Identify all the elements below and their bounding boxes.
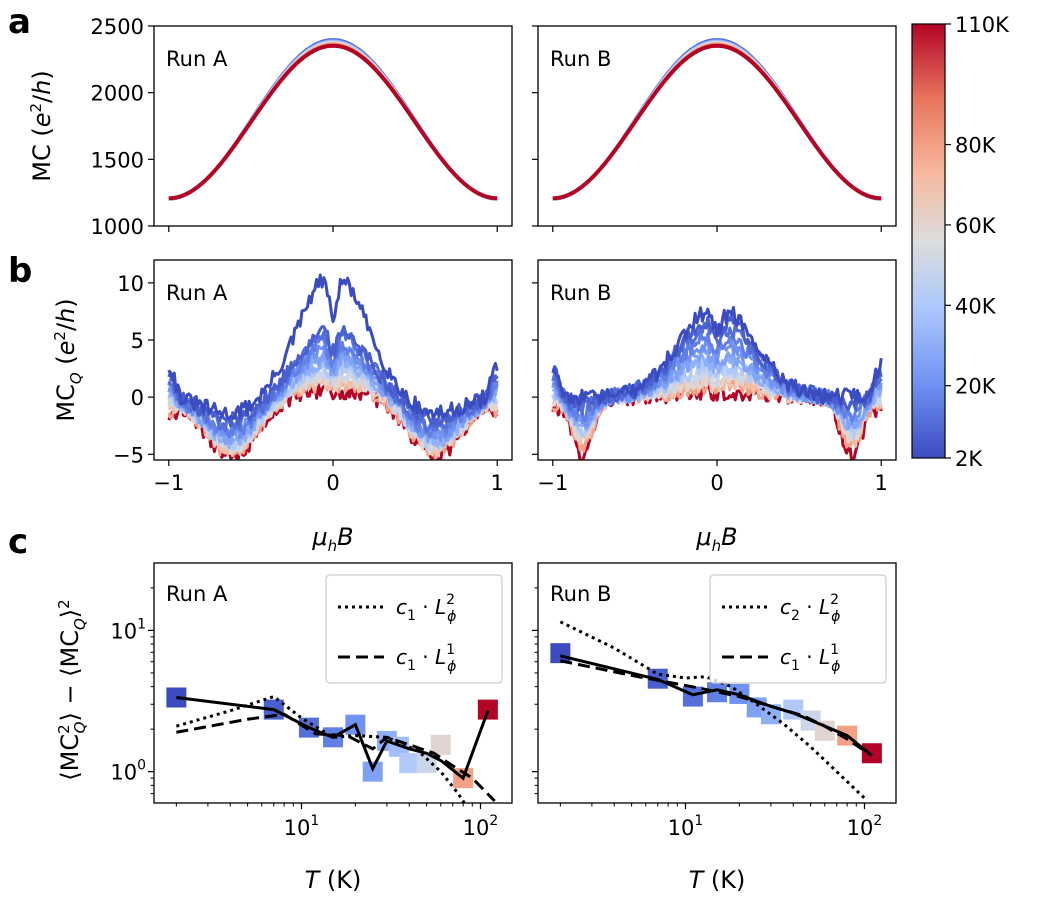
data-point-40K — [399, 753, 420, 774]
x-axis-label-b-left: μhB — [311, 523, 353, 555]
y-axis-label-c: ⟨MC2Q⟩ − ⟨MCQ⟩2 — [55, 599, 89, 780]
x-tick-label: −1 — [153, 471, 184, 495]
chart-a-right: Run B — [532, 25, 897, 232]
colorbar-tick-label: 60K — [955, 214, 997, 238]
y-tick-label: 10 — [117, 272, 144, 296]
y-tick-label: 1500 — [91, 148, 144, 172]
x-tick-label: 102 — [847, 813, 883, 840]
colorbar: 110K 80K 60K 40K 20K 2K — [911, 13, 1010, 471]
y-tick-label: 0 — [131, 386, 144, 410]
panel-letter-a: a — [8, 2, 31, 42]
y-tick-label: 1000 — [91, 215, 144, 239]
x-tick-label: 0 — [326, 471, 339, 495]
legend: c2 · L2 ϕ c1 · L1 ϕ — [709, 574, 887, 684]
colorbar-tick-label: 40K — [955, 294, 997, 318]
axes-frame — [153, 562, 513, 804]
mcq-line-2K — [551, 306, 883, 406]
run-label: Run B — [550, 47, 611, 71]
mc-line-110K — [168, 43, 498, 201]
chart-c-right: Run B 101 102 c2 · L2 ϕ c1 · L1 ϕ T (K) — [532, 562, 897, 894]
fit-dashed-line — [176, 712, 496, 803]
chart-b-left: Run A −5 0 5 10 −1 0 1 MCQ (e2/h) μhB — [51, 259, 513, 555]
x-axis-label-c-right: T (K) — [689, 866, 746, 894]
data-point-50K — [416, 753, 437, 774]
y-tick-label: 101 — [110, 616, 146, 643]
y-tick-label: −5 — [113, 443, 144, 467]
data-line — [176, 696, 490, 781]
chart-b-right: Run B −1 0 1 μhB — [532, 259, 897, 555]
run-label: Run B — [550, 281, 611, 305]
colorbar-gradient — [911, 23, 946, 459]
colorbar-tick-label: 110K — [955, 13, 1010, 37]
y-axis-label-a: MC (e2/h) — [27, 70, 56, 181]
legend-label-dotted: c2 · L2 ϕ — [780, 592, 840, 625]
legend-label-dotted: c1 · L2 ϕ — [396, 592, 456, 625]
colorbar-tick-label: 20K — [955, 375, 997, 399]
chart-a-left: Run A 1000 1500 2000 2500 MC (e2/h) — [27, 15, 513, 239]
x-tick-label: 101 — [284, 813, 320, 840]
data-point-110K — [477, 699, 498, 720]
panel-letter-b: b — [8, 251, 32, 291]
legend: c1 · L2 ϕ c1 · L1 ϕ — [325, 574, 503, 684]
fit-dotted-line — [559, 620, 866, 800]
run-label: Run A — [166, 582, 228, 606]
y-tick-label: 100 — [110, 758, 146, 785]
x-tick-label: 1 — [875, 471, 888, 495]
mcq-line-2K — [167, 273, 499, 421]
x-tick-label: 101 — [668, 813, 704, 840]
data-point-2K — [550, 643, 571, 664]
legend-frame — [709, 574, 887, 684]
legend-label-dashed: c1 · L1 ϕ — [780, 642, 840, 675]
data-point-60K — [814, 720, 835, 741]
y-axis-label-b: MCQ (e2/h) — [51, 298, 85, 421]
y-tick-label: 2000 — [91, 82, 144, 106]
x-tick-label: 1 — [491, 471, 504, 495]
y-tick-label: 2500 — [91, 15, 144, 39]
run-label: Run A — [166, 47, 228, 71]
fit-dotted-line — [175, 694, 467, 803]
colorbar-tick-label: 80K — [955, 134, 997, 158]
data-line — [560, 654, 873, 757]
x-axis-label-b-right: μhB — [695, 523, 737, 555]
legend-frame — [325, 574, 503, 684]
data-point-60K — [430, 734, 451, 755]
x-tick-label: −1 — [537, 471, 568, 495]
x-tick-label: 0 — [710, 471, 723, 495]
data-point-11K — [682, 686, 703, 707]
data-point-110K — [861, 743, 882, 764]
chart-c-left: Run A 100 101 101 102 c1 · L2 ϕ c1 · L1 ϕ ⟨MC… — [55, 562, 513, 894]
x-tick-label: 102 — [463, 813, 499, 840]
data-point-15K — [707, 682, 727, 703]
axes-frame — [537, 562, 897, 804]
y-tick-label: 5 — [131, 329, 144, 353]
run-label: Run A — [166, 281, 228, 305]
panel-letter-c: c — [8, 522, 28, 562]
mc-line-110K — [552, 43, 882, 201]
mcq-line-7K — [167, 325, 499, 428]
run-label: Run B — [550, 582, 611, 606]
colorbar-tick-label: 2K — [955, 447, 983, 471]
legend-label-dashed: c1 · L1 ϕ — [396, 642, 456, 675]
x-axis-label-c-left: T (K) — [305, 866, 362, 894]
